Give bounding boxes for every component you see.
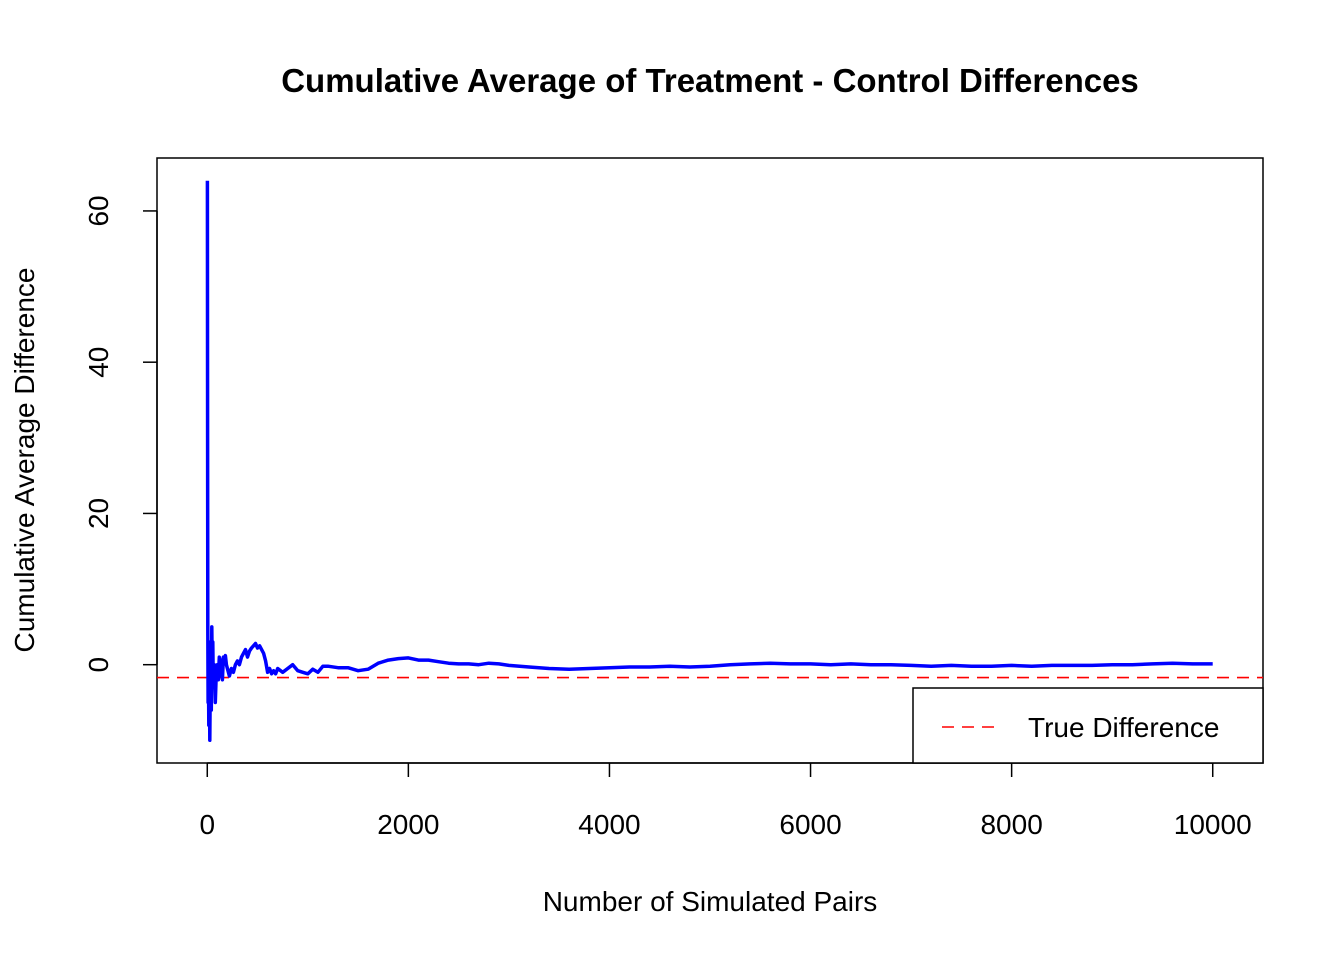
y-tick-label: 60 (83, 195, 114, 226)
x-tick-label: 2000 (377, 809, 439, 840)
x-axis: 0 2000 4000 6000 8000 10000 (199, 762, 1252, 840)
chart-title: Cumulative Average of Treatment - Contro… (281, 62, 1139, 99)
y-axis: 0 20 40 60 (83, 195, 158, 673)
x-axis-label: Number of Simulated Pairs (543, 886, 878, 917)
legend-box (912, 687, 1264, 764)
x-tick-label: 6000 (779, 809, 841, 840)
y-tick-label: 20 (83, 498, 114, 529)
plot-frame (156, 157, 1264, 764)
x-tick-label: 4000 (578, 809, 640, 840)
legend-label-true-difference: True Difference (1028, 712, 1219, 743)
legend: True Difference (912, 687, 1264, 764)
x-tick-label: 0 (199, 809, 215, 840)
y-tick-label: 0 (83, 657, 114, 673)
cumulative-average-line (205, 180, 1213, 743)
y-axis-label: Cumulative Average Difference (9, 268, 40, 653)
x-tick-label: 10000 (1174, 809, 1252, 840)
y-tick-label: 40 (83, 347, 114, 378)
x-tick-label: 8000 (980, 809, 1042, 840)
